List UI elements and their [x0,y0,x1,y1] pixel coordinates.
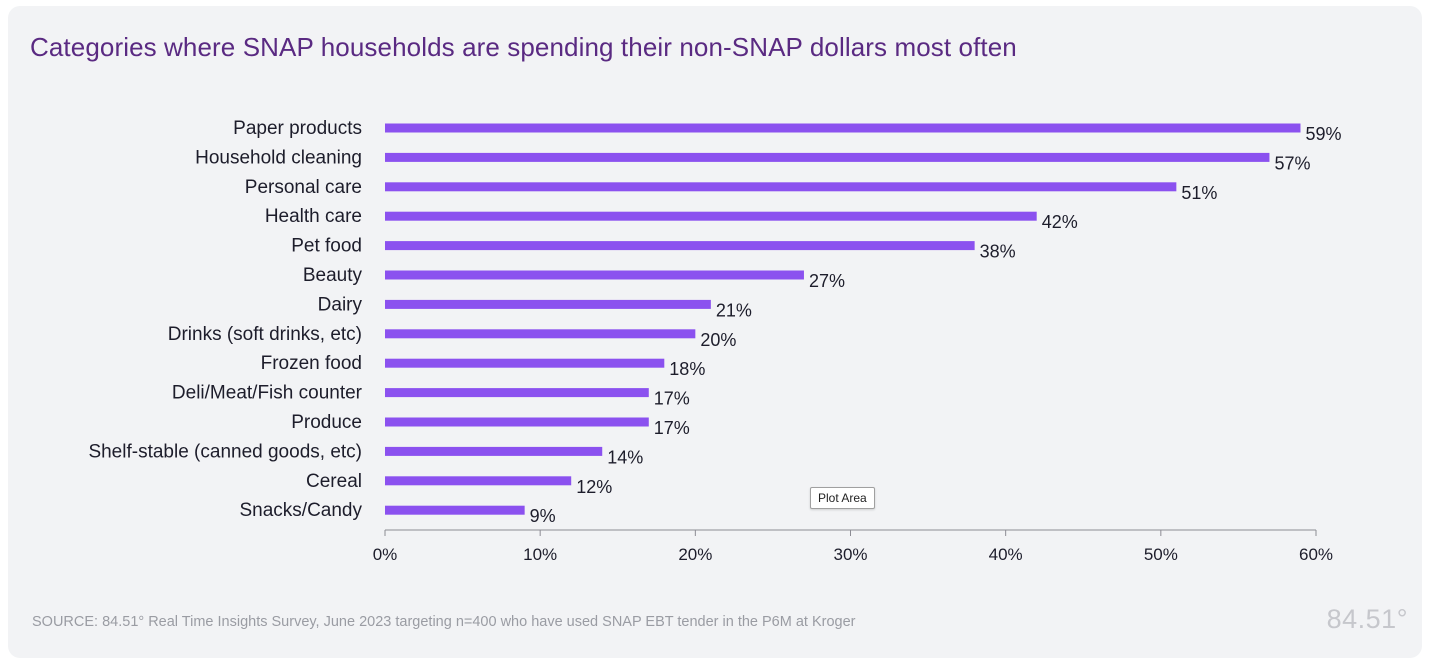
bar[interactable] [385,299,711,309]
data-label: 12% [576,477,612,497]
category-label: Drinks (soft drinks, etc) [168,324,362,345]
bar[interactable] [385,388,649,398]
category-label: Paper products [233,118,362,139]
category-label: Shelf-stable (canned goods, etc) [88,441,362,462]
category-label: Health care [265,206,362,227]
bar[interactable] [385,270,804,280]
data-label: 38% [980,242,1016,262]
category-label: Household cleaning [195,147,362,168]
bar[interactable] [385,241,975,251]
chart-card [8,6,1422,658]
data-label: 21% [716,300,752,320]
x-tick-label: 0% [373,545,398,564]
bar[interactable] [385,182,1177,192]
data-label: 51% [1181,183,1217,203]
brand-logo: 84.51° [1326,604,1408,634]
chart-title: Categories where SNAP households are spe… [30,32,1017,62]
x-tick-label: 10% [523,545,557,564]
bar[interactable] [385,505,525,515]
category-label: Cereal [306,471,362,492]
category-label: Frozen food [261,353,362,374]
category-label: Pet food [291,236,362,257]
data-label: 17% [654,389,690,409]
category-label: Beauty [303,265,363,286]
bar[interactable] [385,358,665,368]
category-label: Deli/Meat/Fish counter [172,383,363,404]
bar[interactable] [385,446,603,456]
source-note: SOURCE: 84.51° Real Time Insights Survey… [32,614,856,630]
data-label: 14% [607,447,643,467]
category-label: Produce [291,412,362,433]
x-tick-label: 30% [833,545,867,564]
category-label: Snacks/Candy [239,500,362,521]
x-tick-label: 60% [1299,545,1333,564]
bar[interactable] [385,329,696,339]
plot-area-tooltip: Plot Area [810,487,875,509]
data-label: 9% [530,506,556,526]
category-label: Personal care [245,177,362,198]
data-label: 57% [1274,153,1310,173]
bar[interactable] [385,476,572,486]
data-label: 20% [700,330,736,350]
category-label: Dairy [318,294,363,315]
data-label: 42% [1042,212,1078,232]
x-tick-label: 40% [989,545,1023,564]
data-label: 27% [809,271,845,291]
data-label: 59% [1305,124,1341,144]
x-tick-label: 50% [1144,545,1178,564]
bar[interactable] [385,123,1301,133]
x-tick-label: 20% [678,545,712,564]
data-label: 18% [669,359,705,379]
data-label: 17% [654,418,690,438]
bar[interactable] [385,211,1037,221]
bar[interactable] [385,152,1270,162]
bar[interactable] [385,417,649,427]
